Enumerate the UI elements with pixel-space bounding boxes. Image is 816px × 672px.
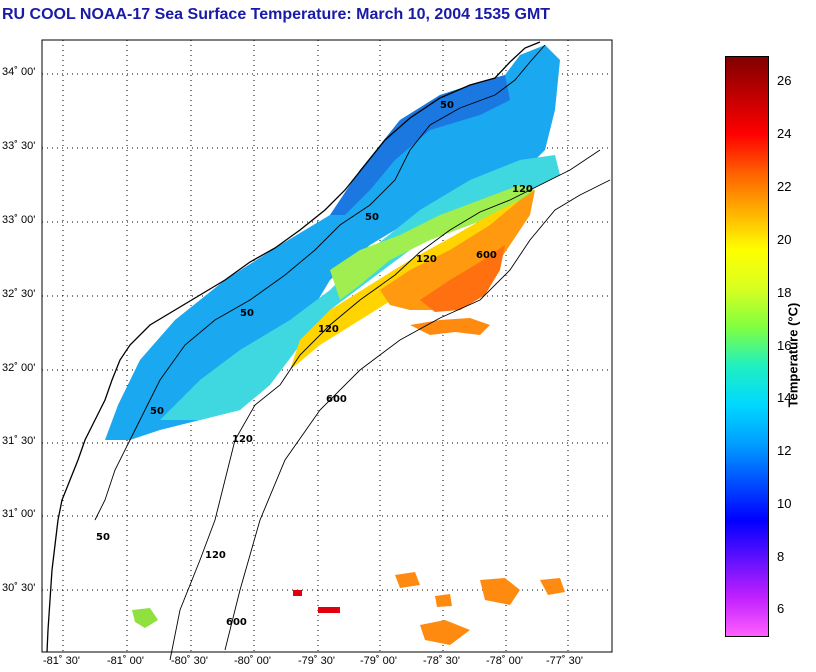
sst-cool-band (160, 155, 560, 420)
longitude-label: -80˚ 00' (234, 655, 271, 667)
bathymetry-label: 120 (318, 324, 339, 335)
latitude-label: 30˚ 30' (2, 582, 36, 594)
longitude-label: -78˚ 30' (423, 655, 460, 667)
colorbar-tick: 6 (777, 601, 785, 616)
bathymetry-label: 50 (365, 212, 379, 223)
longitude-label: -79˚ 00' (360, 655, 397, 667)
latitude-label: 34˚ 00' (2, 66, 36, 78)
latitude-label: 31˚ 00' (2, 508, 36, 520)
sst-green-patch (132, 608, 158, 628)
map-title: RU COOL NOAA-17 Sea Surface Temperature:… (2, 6, 551, 23)
bathymetry-label: 50 (440, 100, 454, 111)
bathymetry-label: 120 (232, 434, 253, 445)
longitude-label: -81˚ 30' (43, 655, 80, 667)
bathymetry-label: 50 (240, 308, 254, 319)
latitude-label: 32˚ 00' (2, 362, 36, 374)
contour-600m (224, 179, 611, 651)
sst-orange (380, 190, 535, 310)
bathymetry-label: 120 (205, 550, 226, 561)
latitude-label: 33˚ 00' (2, 214, 36, 226)
bathymetry-label: 50 (150, 406, 164, 417)
bathymetry-contours (94, 44, 611, 661)
longitude-label: -78˚ 00' (486, 655, 523, 667)
latitude-label: 32˚ 30' (2, 288, 36, 300)
longitude-label: -80˚ 30' (171, 655, 208, 667)
coastline-south (46, 519, 59, 653)
longitude-label: -77˚ 30' (546, 655, 583, 667)
bathymetry-label: 50 (96, 532, 110, 543)
colorbar-label: Temperature (°C) (785, 302, 801, 408)
colorbar-tick: 20 (777, 232, 792, 247)
longitude-label: -81˚ 00' (107, 655, 144, 667)
colorbar-tick: 22 (777, 179, 792, 194)
longitude-label: -79˚ 30' (298, 655, 335, 667)
colorbar-tick: 14 (777, 390, 792, 405)
temperature-colorbar (725, 56, 769, 637)
sst-red-orange (420, 245, 505, 312)
colorbar-tick: 26 (777, 73, 792, 88)
colorbar-tick: 10 (777, 496, 792, 511)
coastline (57, 41, 541, 521)
contour-50m (94, 44, 546, 521)
colorbar-tick: 16 (777, 338, 792, 353)
colorbar-tick: 24 (777, 126, 792, 141)
colorbar-tick: 18 (777, 285, 792, 300)
bathymetry-label-group: 50 50 50 50 50 120 120 120 120 120 600 6… (96, 100, 533, 628)
bathymetry-label: 600 (226, 617, 247, 628)
bathymetry-label: 600 (476, 250, 497, 261)
contour-120m (169, 149, 601, 661)
latitude-label: 31˚ 30' (2, 435, 36, 447)
sst-blue-inner (330, 75, 510, 215)
colorbar-tick: 12 (777, 443, 792, 458)
latitude-label: 33˚ 30' (2, 140, 36, 152)
colorbar-tick: 8 (777, 549, 785, 564)
sst-cold-shelf (105, 45, 560, 440)
sst-red-patch (293, 590, 340, 613)
sst-imagery (105, 45, 565, 645)
bathymetry-label: 120 (416, 254, 437, 265)
bathymetry-label: 600 (326, 394, 347, 405)
bathymetry-label: 120 (512, 184, 533, 195)
sst-transition (330, 185, 535, 300)
